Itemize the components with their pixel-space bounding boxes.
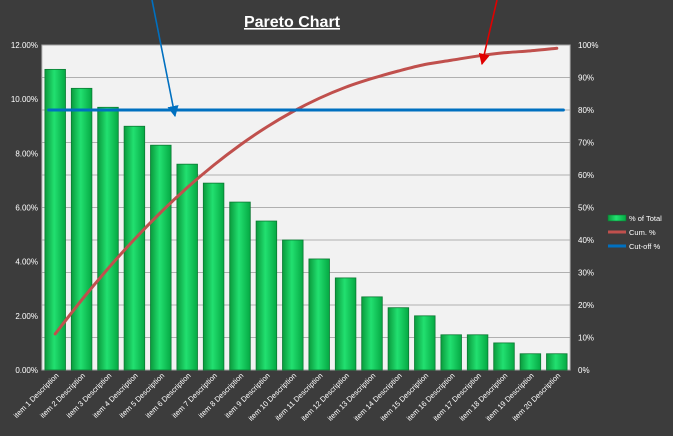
left-axis-tick-label: 12.00% xyxy=(11,41,38,50)
legend-label: Cum. % xyxy=(629,228,656,237)
cutoff-annotation-arrow xyxy=(151,0,179,118)
right-axis: 0% 10% 20% 30% 40% 50% 60% 70% 80% 90% 100% xyxy=(578,41,598,375)
bar xyxy=(202,182,225,371)
x-axis-tick-label: item 6 Description xyxy=(144,371,193,420)
legend-entry: Cum. % xyxy=(608,228,656,237)
right-axis-tick-label: 60% xyxy=(578,171,594,180)
right-axis-tick-label: 70% xyxy=(578,139,594,148)
bar xyxy=(493,342,515,371)
bar xyxy=(387,307,410,371)
right-axis-tick-label: 90% xyxy=(578,74,594,83)
bar xyxy=(150,144,172,371)
x-axis-tick-label: item 19 Description xyxy=(484,371,536,423)
bar xyxy=(255,220,278,371)
left-axis: 0.00% 2.00% 4.00% 6.00% 8.00% 10.00% 12.00% xyxy=(11,41,38,375)
left-axis-tick-label: 4.00% xyxy=(15,258,38,267)
x-axis-tick-label: item 16 Description xyxy=(405,371,457,423)
right-axis-tick-label: 100% xyxy=(578,41,598,50)
bar xyxy=(546,353,568,371)
bar xyxy=(361,296,383,371)
cumulative-annotation-arrow xyxy=(478,0,498,66)
x-axis-tick-label: item 8 Description xyxy=(197,371,246,420)
bar xyxy=(97,106,119,371)
x-axis-tick-label: item 13 Description xyxy=(326,371,378,423)
left-axis-tick-label: 0.00% xyxy=(15,366,38,375)
bar xyxy=(466,334,489,371)
right-axis-tick-label: 30% xyxy=(578,269,594,278)
bar-series xyxy=(44,68,568,371)
x-axis-tick-label: item 18 Description xyxy=(458,371,510,423)
x-axis-tick-label: item 20 Description xyxy=(510,371,562,423)
bar xyxy=(440,334,462,371)
legend-swatch xyxy=(607,214,627,222)
legend-label: % of Total xyxy=(629,214,662,223)
bar xyxy=(44,68,66,371)
right-axis-tick-label: 10% xyxy=(578,334,594,343)
bar xyxy=(414,315,436,371)
legend: % of Total Cum. % Cut-off % xyxy=(607,214,662,251)
x-axis-tick-label: item 17 Description xyxy=(431,371,483,423)
right-axis-tick-label: 20% xyxy=(578,301,594,310)
legend-label: Cut-off % xyxy=(629,242,660,251)
right-axis-tick-label: 0% xyxy=(578,366,590,375)
chart-title: Pareto Chart xyxy=(244,14,341,31)
bar xyxy=(176,163,198,371)
x-axis-tick-label: item 3 Description xyxy=(65,371,114,420)
x-axis-tick-label: item 14 Description xyxy=(352,371,404,423)
left-axis-tick-label: 2.00% xyxy=(15,312,38,321)
bar xyxy=(70,87,93,371)
x-axis-tick-label: item 1 Description xyxy=(12,371,61,420)
left-axis-tick-label: 8.00% xyxy=(15,149,38,158)
left-axis-tick-label: 6.00% xyxy=(15,204,38,213)
bar xyxy=(519,353,542,371)
x-axis-tick-label: item 7 Description xyxy=(170,371,219,420)
right-axis-tick-label: 40% xyxy=(578,236,594,245)
legend-entry: Cut-off % xyxy=(608,242,660,251)
x-axis-tick-label: item 2 Description xyxy=(38,371,87,420)
line-series xyxy=(47,46,565,336)
bar xyxy=(282,239,304,371)
x-axis-tick-label: item 4 Description xyxy=(91,371,140,420)
x-axis-tick-label: item 15 Description xyxy=(378,371,430,423)
bar xyxy=(308,258,330,371)
x-axis-tick-label: item 10 Description xyxy=(246,371,298,423)
right-axis-tick-label: 50% xyxy=(578,204,594,213)
x-axis-tick-label: item 12 Description xyxy=(299,371,351,423)
left-axis-tick-label: 10.00% xyxy=(11,95,38,104)
cum-line xyxy=(53,46,559,336)
x-axis-tick-label: item 11 Description xyxy=(273,371,324,422)
bar xyxy=(229,201,251,371)
x-axis-tick-label: item 9 Description xyxy=(223,371,272,420)
legend-entry: % of Total xyxy=(607,214,662,223)
bar xyxy=(123,125,146,371)
bar xyxy=(334,277,357,371)
x-axis-tick-label: item 5 Description xyxy=(117,371,166,420)
right-axis-tick-label: 80% xyxy=(578,106,594,115)
